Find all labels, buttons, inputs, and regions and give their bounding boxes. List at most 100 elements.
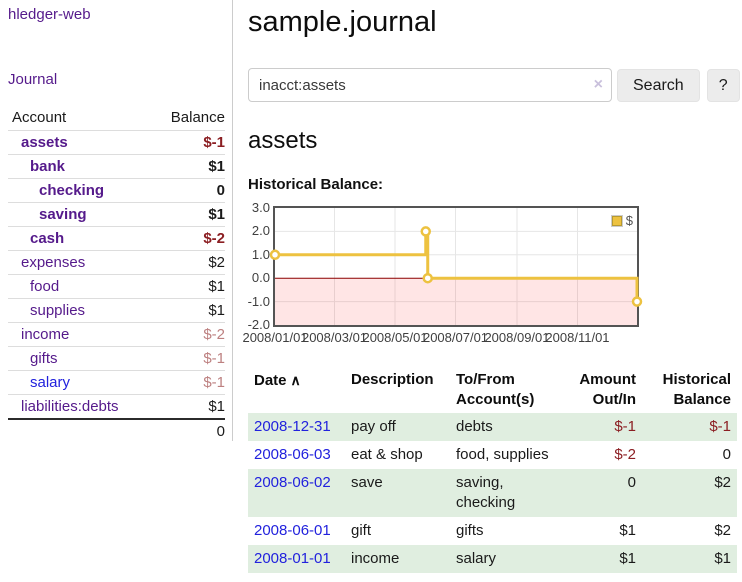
register-description: save xyxy=(351,474,383,491)
chart-heading: Historical Balance: xyxy=(248,176,384,193)
account-row: saving $1 xyxy=(8,202,225,227)
account-row: cash $-2 xyxy=(8,226,225,251)
register-col-balance: Historical Balance xyxy=(662,371,731,408)
accounts-col-balance: Balance xyxy=(170,109,225,126)
clear-search-icon[interactable]: × xyxy=(593,76,603,93)
register-row: 2008-06-01 gift gifts $1 $2 xyxy=(248,517,737,545)
sidebar-account-link[interactable]: assets xyxy=(21,134,68,151)
register-amount: $1 xyxy=(619,550,636,567)
sidebar-account-link[interactable]: supplies xyxy=(30,302,86,319)
sidebar: hledger-web Journal Account Balance asse… xyxy=(0,0,233,443)
negative-region xyxy=(275,278,637,325)
register-amount: $-2 xyxy=(614,446,636,463)
sidebar-account-link[interactable]: cash xyxy=(30,230,65,247)
register-accounts: salary xyxy=(456,550,497,567)
account-row: gifts $-1 xyxy=(8,346,225,371)
data-point-marker xyxy=(422,272,433,284)
register-date-link[interactable]: 2008-01-01 xyxy=(254,550,331,567)
sidebar-account-link[interactable]: checking xyxy=(39,182,105,199)
register-date-link[interactable]: 2008-12-31 xyxy=(254,418,331,435)
account-balance: $-2 xyxy=(150,322,225,347)
account-row: bank $1 xyxy=(8,154,225,179)
accounts-body: assets $-1 bank $1 checking 0 saving $1 cash $-2 e… xyxy=(8,130,225,419)
help-button[interactable]: ? xyxy=(706,69,740,102)
x-axis-tick-label: 2008/11/01 xyxy=(545,330,610,345)
y-axis-tick-label: -2.0 xyxy=(247,317,270,332)
legend-label: $ xyxy=(625,213,633,228)
register-description: income xyxy=(351,550,400,567)
sidebar-account-link[interactable]: liabilities:debts xyxy=(21,398,119,415)
register-col-date[interactable]: Date ∧ xyxy=(254,372,301,389)
sidebar-account-link[interactable]: income xyxy=(21,326,70,343)
sidebar-item-journal[interactable]: Journal xyxy=(8,71,58,88)
register-row: 2008-01-01 income salary $1 $1 xyxy=(248,545,737,573)
register-row: 2008-06-03 eat & shop food, supplies $-2 0 xyxy=(248,441,737,469)
register-date-link[interactable]: 2008-06-03 xyxy=(254,446,331,463)
data-point-marker xyxy=(420,226,432,237)
sidebar-account-link[interactable]: salary xyxy=(30,374,71,391)
account-balance: $1 xyxy=(150,394,225,419)
accounts-col-account: Account xyxy=(12,109,67,126)
register-accounts: gifts xyxy=(456,522,484,539)
register-header-row: Date ∧ Description To/From Account(s) Amo… xyxy=(248,367,737,413)
x-axis-tick-label: 2008/09/01 xyxy=(484,330,550,345)
register-date-link[interactable]: 2008-06-01 xyxy=(254,522,331,539)
x-axis-tick-label: 2008/01/01 xyxy=(242,330,308,345)
chart-plot-area[interactable]: $ xyxy=(269,206,643,327)
data-point-marker xyxy=(631,296,643,307)
account-balance: $1 xyxy=(150,298,225,323)
account-row: assets $-1 xyxy=(8,130,225,155)
register-body: 2008-12-31 pay off debts $-1 $-1 2008-06-03 ea… xyxy=(248,413,737,573)
account-balance: $-1 xyxy=(150,346,225,371)
account-balance: $2 xyxy=(150,250,225,275)
x-axis-tick-label: 2008/05/01 xyxy=(362,330,428,345)
main-content: sample.journal × Search ? assets Histori… xyxy=(233,0,742,573)
account-balance: $-2 xyxy=(150,226,225,251)
account-row: checking 0 xyxy=(8,178,225,203)
sidebar-account-link[interactable]: gifts xyxy=(30,350,58,367)
account-balance: $1 xyxy=(150,202,225,227)
account-balance: $1 xyxy=(150,274,225,299)
search-row: × Search ? xyxy=(248,68,740,102)
chart-svg xyxy=(269,208,643,325)
historical-balance-chart: $ 3.0 2.0 1.0 0.0 -1.0 -2.0 2008/01/01 2008/03/… xyxy=(242,200,737,347)
chart-legend: $ xyxy=(609,212,634,229)
register-description: gift xyxy=(351,522,372,539)
sidebar-account-link[interactable]: bank xyxy=(30,158,66,175)
account-row: salary $-1 xyxy=(8,370,225,395)
sort-asc-icon: ∧ xyxy=(290,372,301,388)
register-col-amount: Amount Out/In xyxy=(579,371,636,408)
register-amount: $-1 xyxy=(614,418,636,435)
register-balance: $2 xyxy=(714,474,731,491)
app-title: hledger-web xyxy=(8,6,91,23)
register-balance: $-1 xyxy=(709,418,731,435)
search-button[interactable]: Search xyxy=(617,69,700,102)
sidebar-account-link[interactable]: food xyxy=(30,278,60,295)
register-table: Date ∧ Description To/From Account(s) Amo… xyxy=(248,367,737,573)
register-balance: $1 xyxy=(714,550,731,567)
register-accounts: food, supplies xyxy=(456,446,549,463)
register-col-accounts: To/From Account(s) xyxy=(456,371,535,408)
accounts-header-row: Account Balance xyxy=(8,106,225,131)
accounts-total-row: 0 xyxy=(8,418,225,443)
x-axis-tick-label: 2008/07/01 xyxy=(422,330,489,345)
register-description: pay off xyxy=(351,418,396,435)
account-balance: $1 xyxy=(150,154,225,179)
sidebar-account-link[interactable]: saving xyxy=(39,206,87,223)
accounts-total-value: 0 xyxy=(150,418,225,443)
account-heading: assets xyxy=(248,127,318,154)
register-accounts: saving, checking xyxy=(456,474,516,511)
legend-swatch xyxy=(610,214,623,227)
register-accounts: debts xyxy=(456,418,493,435)
account-balance: $-1 xyxy=(150,130,225,155)
account-row: expenses $2 xyxy=(8,250,225,275)
register-date-link[interactable]: 2008-06-02 xyxy=(254,474,331,491)
x-axis-tick-label: 2008/03/01 xyxy=(301,330,368,345)
y-axis-tick-label: 0.0 xyxy=(251,270,270,286)
accounts-table: Account Balance assets $-1 bank $1 checking 0… xyxy=(8,106,225,443)
sidebar-account-link[interactable]: expenses xyxy=(21,254,86,271)
register-balance: $2 xyxy=(714,522,731,539)
account-balance: 0 xyxy=(150,178,225,203)
search-input[interactable] xyxy=(248,68,612,102)
